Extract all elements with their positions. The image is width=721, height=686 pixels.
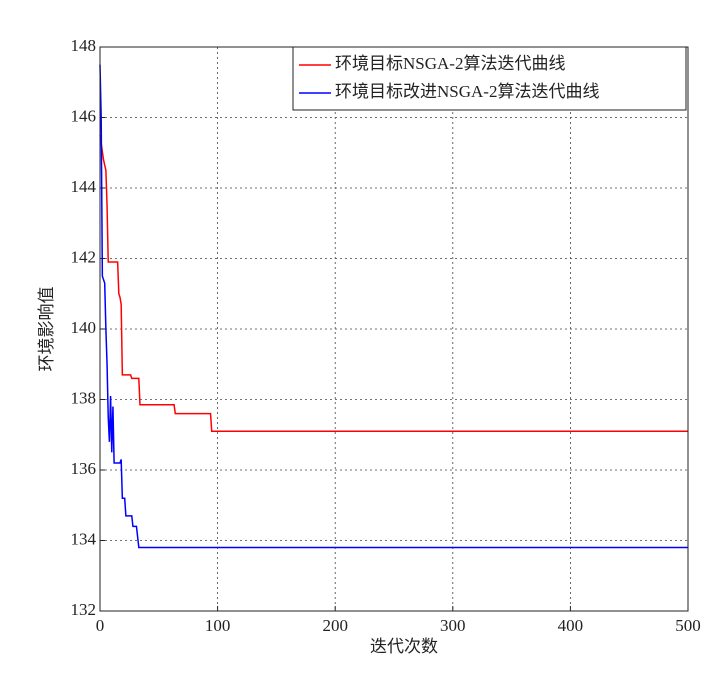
x-axis-label: 迭代次数 bbox=[370, 637, 438, 656]
x-tick-label: 0 bbox=[96, 616, 105, 635]
y-tick-label: 142 bbox=[71, 247, 97, 266]
x-tick-label: 300 bbox=[440, 616, 466, 635]
data-line bbox=[99, 135, 688, 432]
x-tick-label: 500 bbox=[675, 616, 701, 635]
legend-box bbox=[292, 46, 687, 111]
y-tick-label: 136 bbox=[71, 459, 97, 478]
data-line bbox=[99, 64, 688, 549]
y-tick-label: 144 bbox=[71, 177, 97, 196]
y-tick-label: 132 bbox=[71, 600, 97, 619]
y-tick-label: 138 bbox=[71, 388, 97, 407]
x-tick-label: 100 bbox=[205, 616, 231, 635]
x-tick-label: 400 bbox=[558, 616, 584, 635]
y-tick-label: 146 bbox=[71, 106, 97, 125]
plot-area bbox=[100, 47, 688, 611]
legend-label: 环境目标改进NSGA-2算法迭代曲线 bbox=[335, 82, 599, 101]
legend-label: 环境目标NSGA-2算法迭代曲线 bbox=[335, 54, 565, 73]
x-tick-label: 200 bbox=[322, 616, 348, 635]
y-axis-label: 环境影响值 bbox=[37, 287, 56, 372]
y-tick-label: 134 bbox=[71, 529, 97, 548]
y-tick-label: 148 bbox=[71, 36, 97, 55]
y-tick-label: 140 bbox=[71, 318, 97, 337]
